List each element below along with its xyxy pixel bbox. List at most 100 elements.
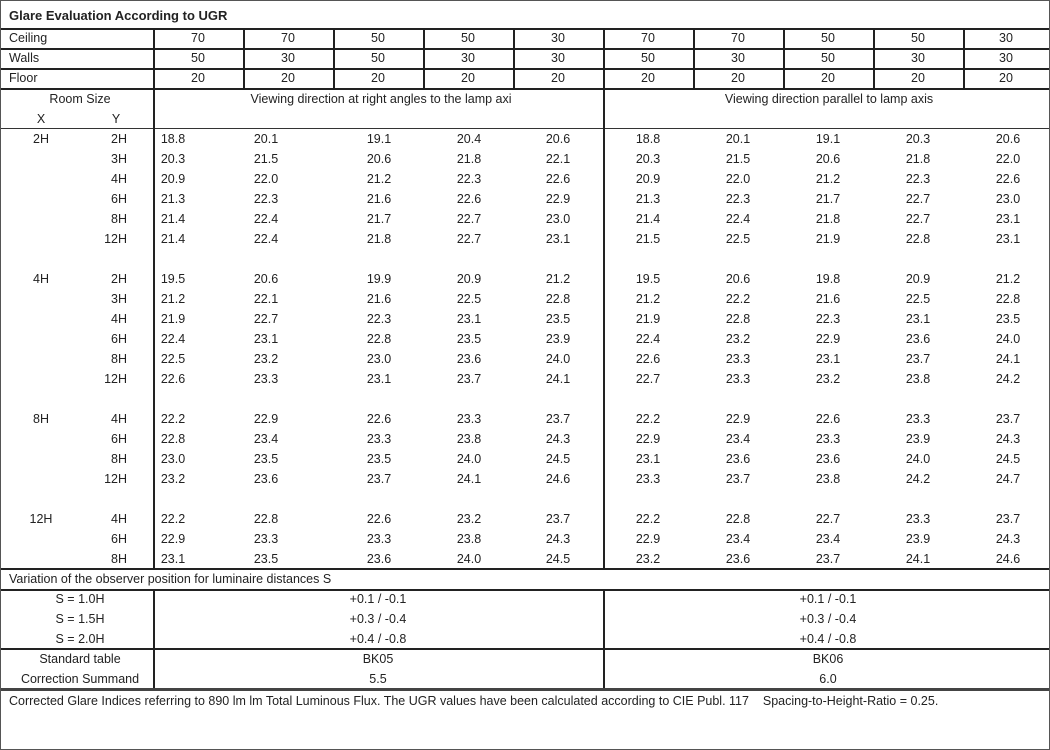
ugr-value: 20.3 (160, 152, 186, 166)
ugr-value: 21.5 (635, 232, 661, 246)
ugr-value: 19.5 (160, 272, 186, 286)
ugr-value: 22.7 (815, 512, 841, 526)
ugr-value: 21.2 (995, 272, 1021, 286)
ugr-value: 23.5 (366, 452, 392, 466)
ugr-value: 22.2 (635, 512, 661, 526)
ugr-value: 22.6 (456, 192, 482, 206)
direction-right-angles-header: Viewing direction at right angles to the… (250, 92, 512, 106)
ugr-value: 21.5 (253, 152, 279, 166)
ugr-value: 23.1 (545, 232, 571, 246)
reflectance-value: 30 (461, 51, 475, 65)
reflectance-value: 50 (821, 31, 835, 45)
ugr-value: 19.9 (366, 272, 392, 286)
ugr-value: 18.8 (160, 132, 186, 146)
reflectance-value: 30 (911, 51, 925, 65)
variation-label: S = 1.0H (55, 592, 105, 606)
ugr-value: 23.9 (905, 432, 931, 446)
ugr-value: 22.4 (160, 332, 186, 346)
ugr-value: 22.7 (253, 312, 279, 326)
reflectance-value: 50 (821, 51, 835, 65)
ugr-value: 22.7 (905, 192, 931, 206)
ugr-value: 23.4 (815, 532, 841, 546)
ugr-value: 21.6 (815, 292, 841, 306)
ugr-value: 23.7 (366, 472, 392, 486)
divider (1, 688, 1049, 691)
divider (1, 568, 1049, 570)
ugr-value: 21.8 (905, 152, 931, 166)
reflectance-value: 20 (461, 71, 475, 85)
ugr-value: 24.6 (995, 552, 1021, 566)
ugr-value: 20.6 (995, 132, 1021, 146)
room-y: 3H (111, 292, 127, 306)
ugr-value: 24.3 (545, 432, 571, 446)
room-y: 6H (111, 432, 127, 446)
ugr-value: 21.4 (635, 212, 661, 226)
variation-right-angles: +0.1 / -0.1 (349, 592, 407, 606)
ugr-value: 24.2 (995, 372, 1021, 386)
ugr-value: 23.1 (366, 372, 392, 386)
ugr-value: 21.2 (635, 292, 661, 306)
ugr-value: 23.8 (815, 472, 841, 486)
ugr-value: 20.6 (366, 152, 392, 166)
ugr-value: 23.5 (456, 332, 482, 346)
divider (513, 28, 515, 88)
reflectance-value: 50 (461, 31, 475, 45)
ugr-value: 22.6 (160, 372, 186, 386)
ugr-value: 22.3 (253, 192, 279, 206)
ugr-value: 24.0 (456, 452, 482, 466)
ugr-value: 23.3 (456, 412, 482, 426)
divider (1, 48, 1049, 50)
ugr-value: 22.3 (815, 312, 841, 326)
divider (1, 88, 1049, 90)
ugr-value: 22.8 (160, 432, 186, 446)
ugr-value: 24.6 (545, 472, 571, 486)
room-y: 2H (111, 132, 127, 146)
room-y: 12H (104, 472, 127, 486)
room-size-label: Room Size (49, 92, 111, 106)
ugr-value: 21.8 (456, 152, 482, 166)
variation-parallel: +0.3 / -0.4 (799, 612, 857, 626)
divider (693, 28, 695, 88)
room-x-12H: 12H (29, 512, 53, 526)
correction-summand-parallel: 6.0 (819, 672, 837, 686)
ugr-value: 23.6 (725, 452, 751, 466)
ugr-value: 21.6 (366, 192, 392, 206)
ugr-value: 23.3 (366, 532, 392, 546)
ugr-value: 22.9 (635, 532, 661, 546)
room-y: 8H (111, 552, 127, 566)
ugr-value: 22.7 (635, 372, 661, 386)
divider (243, 28, 245, 88)
variation-right-angles: +0.4 / -0.8 (349, 632, 407, 646)
ugr-value: 22.8 (905, 232, 931, 246)
ugr-value: 22.5 (160, 352, 186, 366)
ugr-value: 22.7 (456, 232, 482, 246)
y-label: Y (111, 112, 121, 126)
ugr-value: 23.1 (456, 312, 482, 326)
divider (153, 589, 155, 689)
ugr-value: 21.9 (815, 232, 841, 246)
reflectance-value: 50 (641, 51, 655, 65)
ugr-value: 20.6 (545, 132, 571, 146)
room-x-2H: 2H (33, 132, 49, 146)
ugr-value: 21.3 (160, 192, 186, 206)
ugr-value: 24.1 (995, 352, 1021, 366)
ugr-value: 22.3 (366, 312, 392, 326)
ugr-value: 24.1 (456, 472, 482, 486)
ugr-value: 22.4 (253, 212, 279, 226)
ugr-value: 21.5 (725, 152, 751, 166)
reflectance-value: 20 (641, 71, 655, 85)
ugr-value: 23.3 (815, 432, 841, 446)
divider (1, 648, 1049, 650)
ugr-value: 22.6 (545, 172, 571, 186)
ugr-value: 23.6 (253, 472, 279, 486)
ugr-value: 23.1 (635, 452, 661, 466)
divider (603, 88, 605, 569)
ugr-value: 24.3 (995, 432, 1021, 446)
ugr-value: 22.8 (366, 332, 392, 346)
ugr-value: 22.3 (905, 172, 931, 186)
ugr-value: 22.5 (905, 292, 931, 306)
ugr-value: 23.1 (815, 352, 841, 366)
divider (1, 68, 1049, 70)
ugr-value: 22.3 (456, 172, 482, 186)
